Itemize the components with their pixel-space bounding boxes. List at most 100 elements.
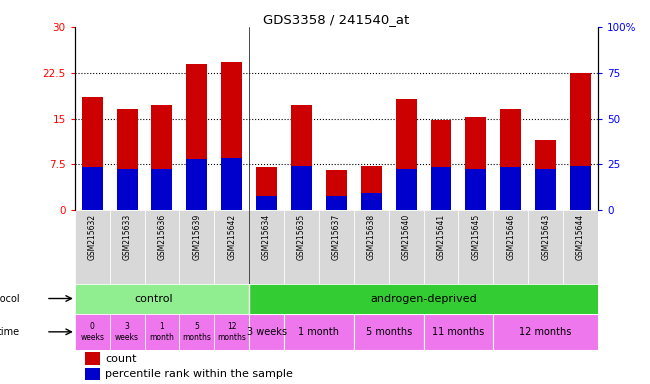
- Text: 12 months: 12 months: [519, 327, 572, 337]
- Bar: [291, 166, 312, 169]
- Bar: [458, 210, 493, 283]
- Bar: [563, 210, 598, 283]
- Bar: [430, 120, 452, 210]
- Text: count: count: [105, 354, 136, 364]
- Bar: [493, 313, 598, 350]
- Bar: [326, 198, 347, 210]
- Bar: [354, 210, 389, 283]
- Bar: [430, 169, 452, 210]
- Text: 5
months: 5 months: [183, 322, 211, 341]
- Bar: [221, 62, 242, 210]
- Bar: [284, 313, 354, 350]
- Bar: [493, 210, 528, 283]
- Bar: [465, 117, 486, 210]
- Bar: [500, 109, 521, 210]
- Text: GSM215643: GSM215643: [541, 214, 550, 260]
- Bar: [151, 105, 172, 210]
- Text: 12
months: 12 months: [217, 322, 246, 341]
- Bar: [116, 109, 138, 210]
- Bar: [85, 352, 100, 365]
- Text: control: control: [134, 293, 172, 303]
- Bar: [187, 63, 207, 210]
- Bar: [82, 169, 103, 210]
- Text: GSM215634: GSM215634: [262, 214, 271, 260]
- Bar: [291, 167, 312, 210]
- Bar: [424, 210, 458, 283]
- Bar: [570, 167, 591, 210]
- Bar: [116, 170, 138, 210]
- Text: 3 weeks: 3 weeks: [246, 327, 287, 337]
- Bar: [570, 166, 591, 169]
- Text: 1
month: 1 month: [150, 322, 174, 341]
- Bar: [361, 193, 382, 197]
- Bar: [396, 169, 417, 172]
- Bar: [354, 313, 424, 350]
- Text: androgen-deprived: androgen-deprived: [370, 293, 477, 303]
- Text: growth protocol: growth protocol: [0, 293, 20, 303]
- Text: 0
weeks: 0 weeks: [80, 322, 104, 341]
- Bar: [249, 210, 284, 283]
- Text: 11 months: 11 months: [432, 327, 485, 337]
- Bar: [249, 313, 284, 350]
- Text: 3
weeks: 3 weeks: [115, 322, 139, 341]
- Bar: [500, 169, 521, 210]
- Bar: [284, 210, 319, 283]
- Bar: [389, 210, 424, 283]
- Text: GSM215645: GSM215645: [471, 214, 480, 260]
- Bar: [187, 161, 207, 210]
- Bar: [535, 170, 556, 210]
- Text: time: time: [0, 327, 20, 337]
- Bar: [361, 166, 382, 210]
- Bar: [110, 210, 144, 283]
- Text: GSM215636: GSM215636: [157, 214, 166, 260]
- Bar: [75, 313, 110, 350]
- Bar: [326, 170, 347, 210]
- Bar: [82, 167, 103, 170]
- Bar: [110, 313, 144, 350]
- Text: GSM215638: GSM215638: [367, 214, 376, 260]
- Bar: [75, 283, 249, 313]
- Text: GSM215646: GSM215646: [506, 214, 515, 260]
- Bar: [249, 283, 598, 313]
- Text: GSM215644: GSM215644: [576, 214, 585, 260]
- Text: GSM215640: GSM215640: [402, 214, 411, 260]
- Bar: [214, 210, 249, 283]
- Text: GSM215635: GSM215635: [297, 214, 306, 260]
- Bar: [424, 313, 493, 350]
- Text: GSM215632: GSM215632: [88, 214, 97, 260]
- Bar: [430, 167, 452, 170]
- Bar: [82, 97, 103, 210]
- Bar: [85, 368, 100, 379]
- Bar: [144, 210, 179, 283]
- Bar: [116, 169, 138, 172]
- Bar: [221, 158, 242, 162]
- Bar: [214, 313, 249, 350]
- Bar: [179, 210, 214, 283]
- Bar: [256, 196, 277, 200]
- Bar: [221, 160, 242, 210]
- Bar: [256, 167, 277, 210]
- Bar: [396, 170, 417, 210]
- Text: GSM215639: GSM215639: [192, 214, 202, 260]
- Bar: [500, 167, 521, 170]
- Bar: [361, 195, 382, 210]
- Text: GSM215637: GSM215637: [332, 214, 341, 260]
- Bar: [291, 105, 312, 210]
- Bar: [151, 169, 172, 172]
- Bar: [319, 210, 354, 283]
- Text: 1 month: 1 month: [298, 327, 339, 337]
- Bar: [528, 210, 563, 283]
- Bar: [535, 169, 556, 172]
- Text: percentile rank within the sample: percentile rank within the sample: [105, 369, 293, 379]
- Bar: [396, 99, 417, 210]
- Bar: [151, 170, 172, 210]
- Text: GSM215641: GSM215641: [437, 214, 445, 260]
- Bar: [465, 169, 486, 172]
- Bar: [535, 140, 556, 210]
- Text: GSM215633: GSM215633: [123, 214, 131, 260]
- Bar: [570, 73, 591, 210]
- Bar: [179, 313, 214, 350]
- Title: GDS3358 / 241540_at: GDS3358 / 241540_at: [263, 13, 410, 26]
- Bar: [75, 210, 110, 283]
- Bar: [187, 159, 207, 163]
